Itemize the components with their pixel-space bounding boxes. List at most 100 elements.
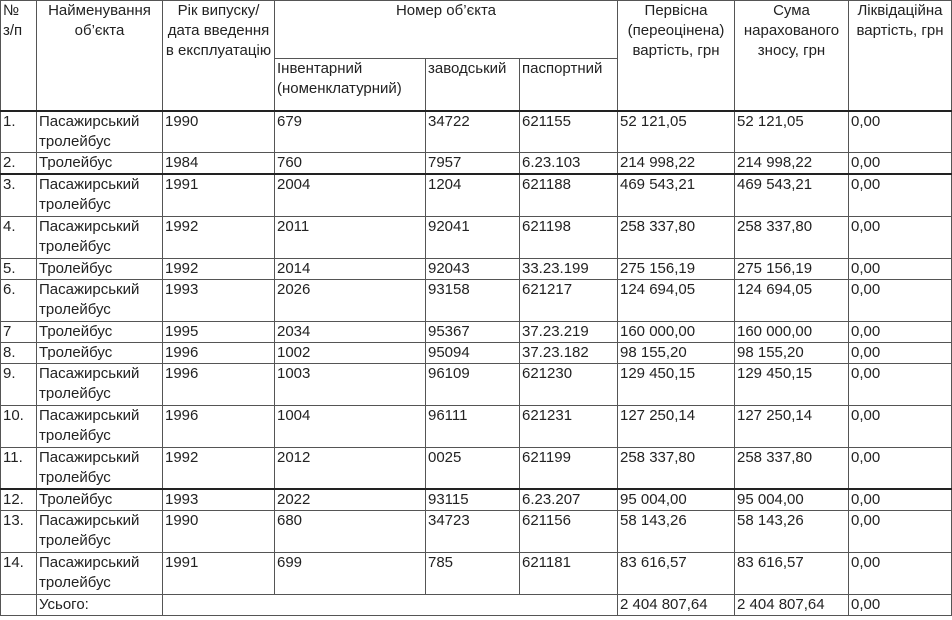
cell-inventory: 2014 [274,257,426,280]
header-year: Рік випуску/ дата введення в експлуатаці… [162,0,275,111]
cell-factory: 34722 [425,109,520,153]
cell-initial-cost: 469 543,21 [617,173,735,217]
table-row: 3. Пасажирський тролейбус 1991 2004 1204 6211… [0,173,952,217]
cell-num: 7 [0,320,37,343]
table-row: 7 Тролейбус 1995 2034 95367 37.23.219 160 000,… [0,320,952,343]
cell-factory: 34723 [425,510,520,553]
header-object-number: Номер об’єкта [274,0,618,59]
cell-passport: 621181 [519,552,618,595]
cell-num: 1. [0,109,37,153]
cell-name: Пасажирський тролейбус [36,278,163,322]
cell-name: Пасажирський тролейбус [36,362,163,406]
cell-initial-cost: 127 250,14 [617,404,735,448]
cell-depreciation: 214 998,22 [734,152,849,175]
cell-passport: 37.23.219 [519,320,618,343]
cell-name: Пасажирський тролейбус [36,404,163,448]
cell-year: 1990 [162,109,275,153]
cell-initial-cost: 58 143,26 [617,510,735,553]
cell-year: 1984 [162,152,275,175]
cell-name: Пасажирський тролейбус [36,173,163,217]
header-inventory: Інвентарний (номенклатурний) [274,58,426,111]
cell-name: Пасажирський тролейбус [36,510,163,553]
cell-liquidation: 0,00 [848,510,952,553]
cell-inventory: 2026 [274,278,426,322]
total-depreciation: 2 404 807,64 [734,594,849,616]
table-row: 2. Тролейбус 1984 760 7957 6.23.103 214 998,22… [0,152,952,175]
cell-year: 1996 [162,341,275,364]
cell-depreciation: 275 156,19 [734,257,849,280]
cell-year: 1992 [162,446,275,490]
cell-initial-cost: 258 337,80 [617,215,735,259]
cell-passport: 6.23.103 [519,152,618,175]
cell-depreciation: 127 250,14 [734,404,849,448]
cell-liquidation: 0,00 [848,215,952,259]
table-row: 5. Тролейбус 1992 2014 92043 33.23.199 275 156… [0,257,952,280]
cell-inventory: 1002 [274,341,426,364]
total-initial-cost: 2 404 807,64 [617,594,735,616]
table-row: 1. Пасажирський тролейбус 1990 679 34722 6211… [0,109,952,153]
total-liquidation: 0,00 [848,594,952,616]
header-name: Найменування об’єкта [36,0,163,111]
cell-liquidation: 0,00 [848,173,952,217]
cell-inventory: 1004 [274,404,426,448]
total-empty-cell [162,594,618,616]
cell-passport: 621156 [519,510,618,553]
cell-passport: 6.23.207 [519,488,618,511]
cell-passport: 621198 [519,215,618,259]
cell-factory: 95094 [425,341,520,364]
cell-factory: 0025 [425,446,520,490]
cell-liquidation: 0,00 [848,109,952,153]
cell-num: 9. [0,362,37,406]
cell-factory: 1204 [425,173,520,217]
cell-num: 11. [0,446,37,490]
total-row: Усього: 2 404 807,64 2 404 807,64 0,00 [0,594,952,616]
table-row: 14. Пасажирський тролейбус 1991 699 785 62118… [0,552,952,595]
cell-num: 14. [0,552,37,595]
cell-initial-cost: 160 000,00 [617,320,735,343]
cell-passport: 621217 [519,278,618,322]
cell-name: Пасажирський тролейбус [36,109,163,153]
cell-year: 1996 [162,362,275,406]
cell-year: 1990 [162,510,275,553]
cell-inventory: 679 [274,109,426,153]
cell-name: Тролейбус [36,341,163,364]
table-row: 6. Пасажирський тролейбус 1993 2026 93158 621… [0,278,952,322]
cell-passport: 33.23.199 [519,257,618,280]
cell-num: 8. [0,341,37,364]
table-row: 13. Пасажирський тролейбус 1990 680 34723 621… [0,510,952,553]
cell-inventory: 2012 [274,446,426,490]
cell-depreciation: 160 000,00 [734,320,849,343]
cell-name: Пасажирський тролейбус [36,552,163,595]
cell-passport: 621155 [519,109,618,153]
cell-inventory: 680 [274,510,426,553]
cell-num: 2. [0,152,37,175]
cell-depreciation: 469 543,21 [734,173,849,217]
table-body: 1. Пасажирський тролейбус 1990 679 34722 6211… [0,109,952,595]
cell-inventory: 2034 [274,320,426,343]
cell-liquidation: 0,00 [848,488,952,511]
cell-inventory: 2011 [274,215,426,259]
cell-factory: 92041 [425,215,520,259]
cell-factory: 96109 [425,362,520,406]
cell-year: 1991 [162,173,275,217]
cell-inventory: 2004 [274,173,426,217]
cell-name: Тролейбус [36,152,163,175]
table-row: 9. Пасажирський тролейбус 1996 1003 96109 621… [0,362,952,406]
cell-depreciation: 95 004,00 [734,488,849,511]
cell-depreciation: 129 450,15 [734,362,849,406]
cell-num: 6. [0,278,37,322]
cell-factory: 92043 [425,257,520,280]
cell-factory: 7957 [425,152,520,175]
table-row: 8. Тролейбус 1996 1002 95094 37.23.182 98 155,… [0,341,952,364]
cell-year: 1996 [162,404,275,448]
cell-liquidation: 0,00 [848,404,952,448]
header-num: № з/п [0,0,37,111]
cell-liquidation: 0,00 [848,552,952,595]
cell-depreciation: 98 155,20 [734,341,849,364]
header-liquidation: Ліквідаційна вартість, грн [848,0,952,111]
cell-inventory: 1003 [274,362,426,406]
cell-num: 13. [0,510,37,553]
cell-liquidation: 0,00 [848,257,952,280]
cell-passport: 621188 [519,173,618,217]
